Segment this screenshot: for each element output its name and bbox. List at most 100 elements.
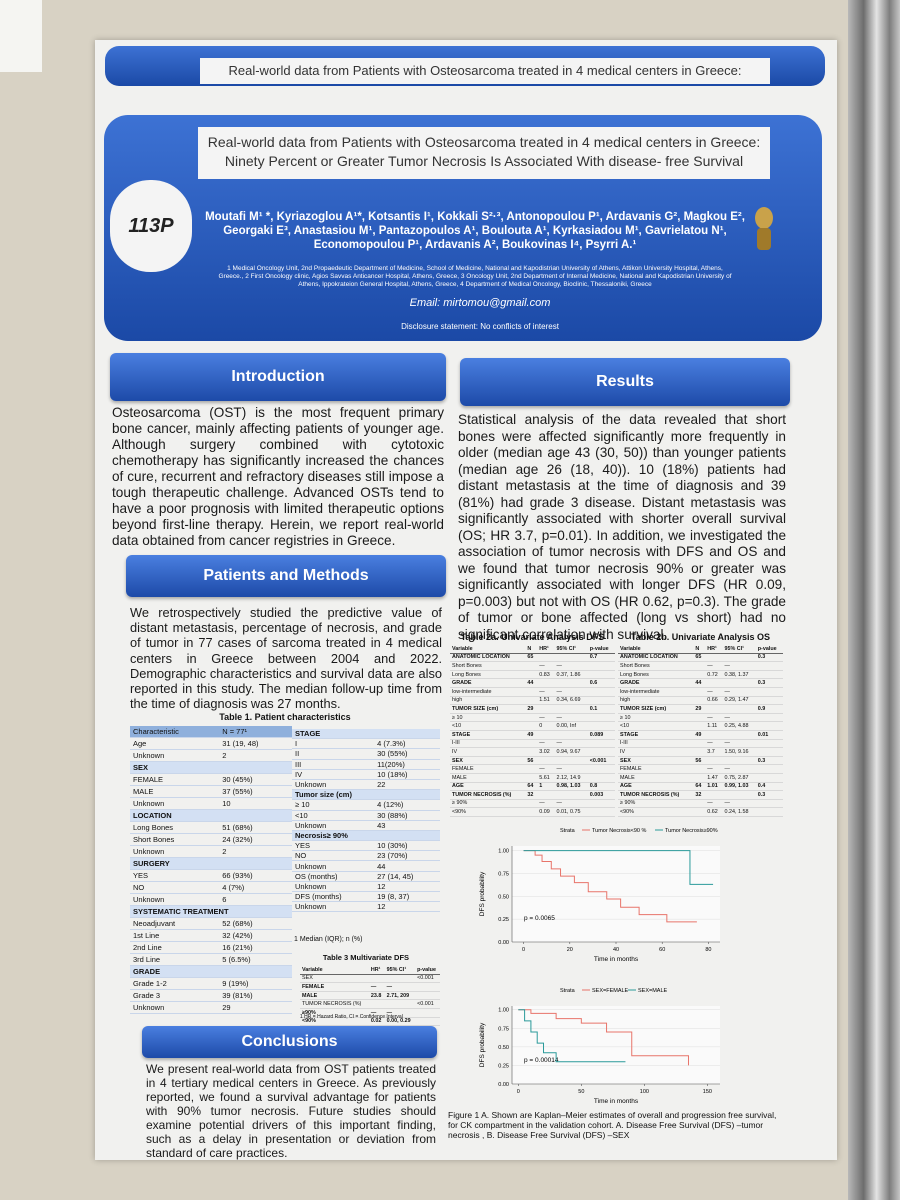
table-cell: Necrosis≥ 90%: [292, 830, 440, 842]
table2a: Variable N HR¹ 95% CI¹ p-value ANATOMIC LOCAT…: [450, 645, 615, 817]
data-table: Variable N HR¹ 95% CI¹ p-value ANATOMIC LOCAT…: [450, 645, 615, 817]
table-row: AGE 64 1 0.98, 1.03 0.8: [450, 782, 615, 792]
table-cell: [755, 799, 783, 809]
table-cell: —: [537, 799, 555, 809]
table-cell: MALE: [618, 773, 694, 783]
table-cell: 10: [219, 797, 292, 810]
table-cell: 0.94, 9.67: [554, 747, 588, 757]
table-row: Short Bones 24 (32%): [130, 833, 292, 846]
table-cell: —: [722, 661, 756, 671]
table-row: III 11(20%): [292, 759, 440, 770]
data-table: STAGE I 4 (7.3%) II 30 (55%) III 11(20%) IV 10 (…: [292, 729, 440, 913]
column-header: HR¹: [368, 966, 385, 975]
table-row: FEMALE — —: [618, 764, 783, 774]
table-row: FEMALE — —: [300, 982, 440, 992]
table-cell: 30 (45%): [219, 773, 292, 786]
table-cell: FEMALE: [450, 764, 526, 774]
table-cell: 0.3: [755, 790, 783, 800]
table-cell: 49: [693, 730, 706, 740]
table-cell: Unknown: [130, 845, 220, 858]
table-row: GRADE: [130, 965, 292, 978]
table-cell: —: [554, 739, 588, 749]
table-cell: [705, 756, 723, 766]
table-cell: [722, 756, 756, 766]
table-cell: [755, 807, 783, 817]
table-cell: [722, 730, 756, 740]
table-row: ≥ 90% — —: [618, 799, 783, 809]
table-cell: 0.38, 1.37: [722, 670, 756, 680]
table-cell: <10: [618, 721, 694, 731]
table-cell: Unknown: [130, 1001, 220, 1014]
title-line: Ninety Percent or Greater Tumor Necrosis…: [224, 153, 744, 169]
table-cell: GRADE: [450, 678, 526, 688]
table-cell: [722, 704, 756, 714]
table-cell: [755, 764, 783, 774]
table-cell: YES: [130, 869, 220, 882]
table-cell: STAGE: [292, 729, 440, 740]
table-cell: 32 (42%): [219, 929, 292, 942]
legend-title: Strata: [560, 988, 576, 994]
table-cell: [525, 799, 538, 809]
table-row: DFS (months) 19 (8, 37): [292, 891, 440, 903]
table-row: Unknown 2: [130, 845, 292, 858]
survival-curve: [523, 850, 714, 885]
table-cell: 0.72: [705, 670, 723, 680]
column-header: 95% CI¹: [722, 645, 756, 654]
affiliations: 1 Medical Oncology Unit, 2nd Propaedeuti…: [218, 265, 732, 288]
table-cell: FEMALE: [300, 982, 369, 992]
table-cell: Unknown: [292, 881, 375, 893]
table-cell: 1st Line: [130, 929, 220, 942]
x-tick-label: 80: [705, 947, 711, 953]
table-row: FEMALE 30 (45%): [130, 773, 292, 786]
table-cell: Unknown: [292, 901, 375, 913]
table-cell: 32: [525, 790, 538, 800]
table-cell: [525, 807, 538, 817]
table-cell: [693, 773, 706, 783]
table-cell: AGE: [450, 782, 526, 792]
table1-right: STAGE I 4 (7.3%) II 30 (55%) III 11(20%) IV 10 (…: [292, 729, 440, 913]
table-cell: SEX: [130, 761, 292, 774]
table-cell: —: [554, 713, 588, 723]
table-cell: 3.02: [537, 747, 555, 757]
y-tick-label: 0.75: [498, 871, 509, 877]
table-row: STAGE 49 0.01: [618, 730, 783, 740]
table-cell: [755, 747, 783, 757]
table3: Variable HR¹ 95% CI¹ p-value SEX <0.001 FEMALE…: [300, 966, 440, 1027]
table-cell: DFS (months): [292, 891, 375, 903]
table-cell: TUMOR SIZE (cm): [450, 704, 526, 714]
table-cell: [525, 696, 538, 706]
table-row: SYSTEMATIC TREATMENT: [130, 905, 292, 918]
table-cell: 12: [374, 901, 440, 913]
y-tick-label: 0.25: [498, 1063, 509, 1069]
table-cell: 27 (14, 45): [374, 871, 440, 882]
table-cell: 0.01: [755, 730, 783, 740]
table-row: TUMOR SIZE (cm) 29 0.1: [450, 704, 615, 714]
table-cell: 37 (55%): [219, 785, 292, 798]
table-cell: 44: [374, 860, 440, 872]
table-cell: [693, 696, 706, 706]
table-row: YES 10 (30%): [292, 840, 440, 852]
table-row: 2nd Line 16 (21%): [130, 941, 292, 954]
column-header: HR¹: [537, 645, 555, 654]
table-cell: 23.8: [368, 991, 385, 1001]
table-cell: [587, 807, 615, 817]
table-row: Unknown 22: [292, 779, 440, 791]
table-row: ≥ 90% — —: [450, 799, 615, 809]
table-row: Unknown 6: [130, 893, 292, 906]
table-cell: —: [722, 764, 756, 774]
table-cell: —: [368, 982, 385, 992]
table-cell: [587, 747, 615, 757]
table-row: ≥90% — —: [300, 1008, 440, 1018]
table-cell: 0.8: [587, 782, 615, 792]
table-cell: —: [705, 687, 723, 697]
table-cell: <0.001: [415, 999, 440, 1009]
table-cell: [693, 661, 706, 671]
metal-frame: [848, 0, 900, 1200]
table-cell: [537, 730, 555, 740]
table-row: Long Bones 0.72 0.38, 1.37: [618, 670, 783, 680]
table-row: ANATOMIC LOCATION 65 0.7: [450, 653, 615, 663]
table-cell: <90%: [450, 807, 526, 817]
table-cell: [384, 974, 416, 984]
